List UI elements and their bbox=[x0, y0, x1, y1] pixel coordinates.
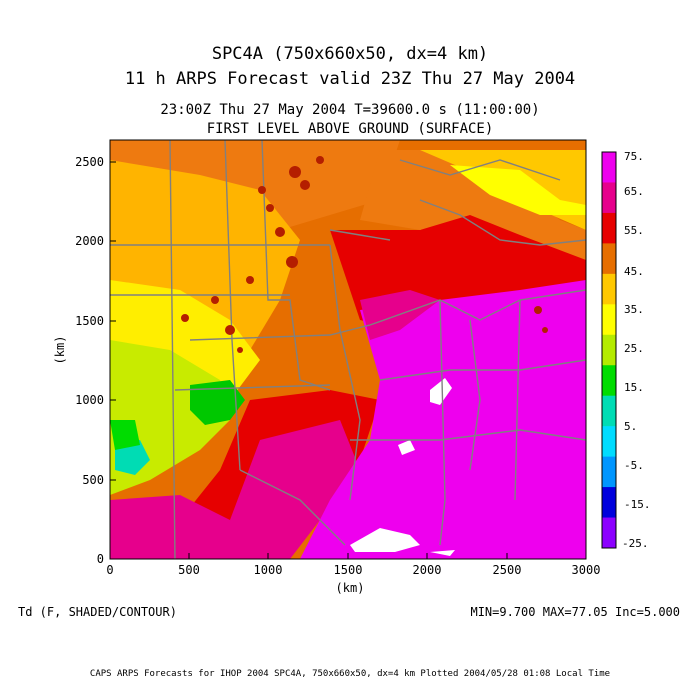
x-tick-2500: 2500 bbox=[493, 563, 522, 577]
cb-label-75: 75. bbox=[624, 150, 644, 163]
colorbar-block bbox=[602, 426, 616, 458]
x-tick-0: 0 bbox=[106, 563, 113, 577]
cb-label-35: 35. bbox=[624, 303, 644, 316]
variable-label: Td (F, SHADED/CONTOUR) bbox=[18, 605, 177, 619]
colorbar-block bbox=[602, 517, 616, 549]
x-tick-labels: 0 500 1000 1500 2000 2500 3000 bbox=[106, 563, 600, 577]
colorbar-block bbox=[602, 273, 616, 305]
y-tick-labels: 0 500 1000 1500 2000 2500 bbox=[75, 155, 104, 566]
level-label: FIRST LEVEL ABOVE GROUND (SURFACE) bbox=[206, 121, 494, 137]
x-tick-1000: 1000 bbox=[254, 563, 283, 577]
cb-label-neg25: -25. bbox=[622, 537, 649, 550]
plot-title: SPC4A (750x660x50, dx=4 km) bbox=[211, 44, 489, 64]
colorbar-block bbox=[602, 212, 616, 244]
cb-label-65: 65. bbox=[624, 185, 644, 198]
colorbar-frame bbox=[601, 151, 617, 549]
northeast-orange bbox=[360, 150, 586, 260]
x-tick-1500: 1500 bbox=[334, 563, 363, 577]
cb-label-15: 15. bbox=[624, 381, 644, 394]
x-axis-label: (km) bbox=[336, 581, 365, 595]
y-axis-label: (km) bbox=[53, 336, 67, 365]
cb-label-55: 55. bbox=[624, 224, 644, 237]
colorbar-block bbox=[602, 243, 616, 275]
cb-label-neg15: -15. bbox=[624, 498, 651, 511]
missing-patch-4 bbox=[430, 550, 455, 556]
missing-patch-2 bbox=[398, 440, 415, 455]
green-patch-1 bbox=[190, 380, 245, 425]
footer-note: CAPS ARPS Forecasts for IHOP 2004 SPC4A,… bbox=[89, 669, 611, 679]
colorbar-block bbox=[602, 334, 616, 366]
colorbar-labels: 75. 65. 55. 45. 35. 25. 15. 5. -5. -15. … bbox=[622, 150, 651, 550]
cb-label-neg5: -5. bbox=[624, 459, 644, 472]
cb-label-5: 5. bbox=[624, 420, 637, 433]
cb-label-45: 45. bbox=[624, 265, 644, 278]
y-tick-2000: 2000 bbox=[75, 234, 104, 248]
colorbar-block bbox=[602, 365, 616, 397]
green-patch-2 bbox=[110, 420, 140, 450]
y-tick-1500: 1500 bbox=[75, 314, 104, 328]
colorbar-block bbox=[602, 182, 616, 214]
northeast-yellow bbox=[450, 165, 586, 215]
colorbar-block bbox=[602, 456, 616, 488]
missing-patch-1 bbox=[430, 378, 452, 405]
cb-label-25: 25. bbox=[624, 342, 644, 355]
x-tick-500: 500 bbox=[178, 563, 200, 577]
colorbar-block bbox=[602, 395, 616, 427]
forecast-subtitle: 11 h ARPS Forecast valid 23Z Thu 27 May … bbox=[124, 69, 576, 89]
dewpoint-field bbox=[110, 140, 586, 559]
x-tick-3000: 3000 bbox=[572, 563, 601, 577]
y-tick-2500: 2500 bbox=[75, 155, 104, 169]
y-tick-0: 0 bbox=[97, 552, 104, 566]
south-crimson bbox=[230, 420, 360, 559]
state-boundaries bbox=[110, 140, 586, 559]
y-tick-500: 500 bbox=[82, 473, 104, 487]
contour-speckles bbox=[181, 156, 548, 353]
x-tick-2000: 2000 bbox=[413, 563, 442, 577]
colorbar bbox=[601, 151, 617, 549]
colorbar-block bbox=[602, 304, 616, 336]
colorbar-block bbox=[602, 152, 616, 183]
cyan-patch bbox=[115, 440, 150, 475]
missing-patch-3 bbox=[350, 528, 420, 552]
time-info: 23:00Z Thu 27 May 2004 T=39600.0 s (11:0… bbox=[160, 102, 540, 118]
colorbar-block bbox=[602, 487, 616, 519]
field-stats: MIN=9.700 MAX=77.05 Inc=5.000 bbox=[470, 605, 680, 619]
axis-tick-marks bbox=[109, 161, 587, 560]
y-tick-1000: 1000 bbox=[75, 393, 104, 407]
southwest-crimson bbox=[110, 495, 260, 559]
